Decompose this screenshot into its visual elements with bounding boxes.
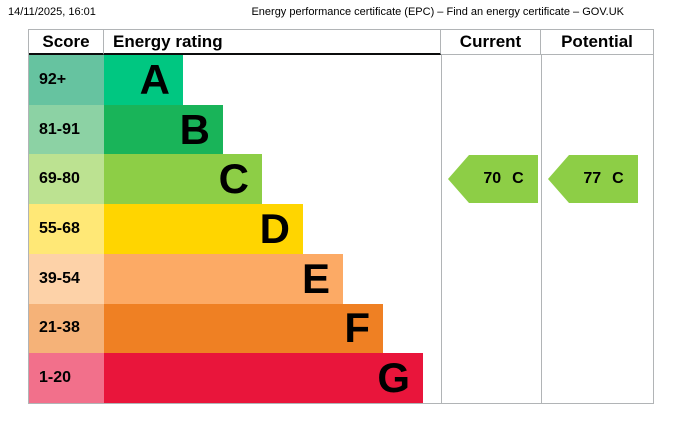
band-letter: F <box>344 304 370 352</box>
rating-bands: 92+ A 81-91 B 69-80 C <box>29 55 441 404</box>
potential-rating-value: 77 <box>583 170 602 188</box>
rating-bar-f: F <box>104 303 383 354</box>
rating-bar-b: B <box>104 104 223 155</box>
rating-bar-e: E <box>104 253 343 304</box>
score-range: 21-38 <box>29 303 104 354</box>
rating-bar-d: D <box>104 204 303 254</box>
score-range: 39-54 <box>29 253 104 304</box>
bar-area: B <box>104 104 441 155</box>
band-row-g: 1-20 G <box>29 353 441 404</box>
potential-column: 77 C <box>541 55 653 403</box>
potential-rating-text: 77 C <box>548 155 638 203</box>
rating-bar-a: A <box>104 55 183 105</box>
energy-rating-column-header: Energy rating <box>104 30 441 55</box>
current-rating-arrow: 70 C <box>448 155 538 204</box>
bar-area: A <box>104 55 441 105</box>
current-rating-value: 70 <box>483 170 502 188</box>
current-rating-band: C <box>512 170 524 188</box>
band-letter: B <box>179 105 210 153</box>
score-range: 55-68 <box>29 204 104 254</box>
potential-column-header: Potential <box>541 30 653 55</box>
band-row-f: 21-38 F <box>29 303 441 354</box>
bar-area: F <box>104 303 441 354</box>
score-column-header: Score <box>29 30 104 55</box>
score-range: 1-20 <box>29 353 104 404</box>
bar-area: D <box>104 204 441 254</box>
epc-rating-chart: Score Energy rating Current Potential 92… <box>28 29 654 404</box>
score-range: 81-91 <box>29 104 104 155</box>
band-letter: C <box>218 155 249 203</box>
rating-bar-g: G <box>104 353 423 404</box>
current-rating-text: 70 C <box>448 155 538 203</box>
band-row-d: 55-68 D <box>29 204 441 254</box>
bar-area: G <box>104 353 441 404</box>
band-row-b: 81-91 B <box>29 104 441 155</box>
left-arrow-icon <box>448 155 538 204</box>
score-range: 92+ <box>29 55 104 105</box>
left-arrow-icon <box>548 155 638 204</box>
potential-rating-band: C <box>612 170 624 188</box>
bar-area: C <box>104 154 441 205</box>
band-row-c: 69-80 C <box>29 154 441 205</box>
band-row-a: 92+ A <box>29 55 441 105</box>
band-row-e: 39-54 E <box>29 253 441 304</box>
potential-rating-arrow: 77 C <box>548 155 638 204</box>
print-header: 14/11/2025, 16:01 Energy performance cer… <box>8 6 624 18</box>
print-date: 14/11/2025, 16:01 <box>8 6 96 18</box>
current-column: 70 C <box>441 55 541 403</box>
table-body: 92+ A 81-91 B 69-80 C <box>29 55 653 404</box>
band-letter: A <box>139 55 170 103</box>
score-range: 69-80 <box>29 154 104 205</box>
print-title: Energy performance certificate (EPC) – F… <box>251 6 624 18</box>
bar-area: E <box>104 253 441 304</box>
current-column-header: Current <box>441 30 541 55</box>
band-letter: E <box>301 254 330 302</box>
rating-bar-c: C <box>104 154 262 205</box>
table-header-row: Score Energy rating Current Potential <box>29 30 653 55</box>
band-letter: G <box>377 354 410 402</box>
band-letter: D <box>259 205 290 253</box>
